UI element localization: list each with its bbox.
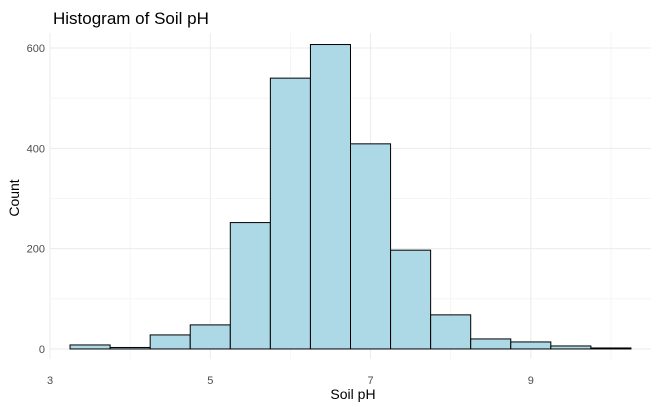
histogram-bar	[69, 344, 111, 350]
histogram-bar	[309, 44, 351, 350]
histogram-bar	[590, 347, 632, 350]
histogram-bar	[350, 143, 392, 350]
histogram-bar	[470, 338, 512, 350]
x-tick-label: 9	[528, 375, 534, 387]
x-tick-label: 5	[207, 375, 213, 387]
histogram-bars	[69, 44, 632, 350]
histogram-bar	[430, 314, 472, 350]
y-axis-title: Count	[6, 179, 22, 216]
x-axis-title: Soil pH	[330, 386, 375, 402]
histogram-bar	[189, 324, 231, 350]
x-axis-ticks: 3 5 7 9	[47, 375, 534, 387]
y-tick-label: 200	[27, 244, 45, 256]
x-tick-label: 3	[47, 375, 53, 387]
histogram-bar	[229, 222, 271, 350]
histogram-bar	[550, 345, 592, 350]
chart-title: Histogram of Soil pH	[53, 9, 209, 28]
histogram-bar	[109, 346, 151, 350]
histogram-bar	[390, 249, 432, 350]
y-axis-ticks: 0 200 400 600	[27, 43, 45, 356]
histogram-bar	[149, 334, 191, 350]
histogram-bar	[269, 77, 311, 350]
histogram-bar	[510, 341, 552, 350]
y-tick-label: 400	[27, 143, 45, 155]
y-tick-label: 0	[39, 344, 45, 356]
x-tick-label: 7	[367, 375, 373, 387]
y-tick-label: 600	[27, 43, 45, 55]
